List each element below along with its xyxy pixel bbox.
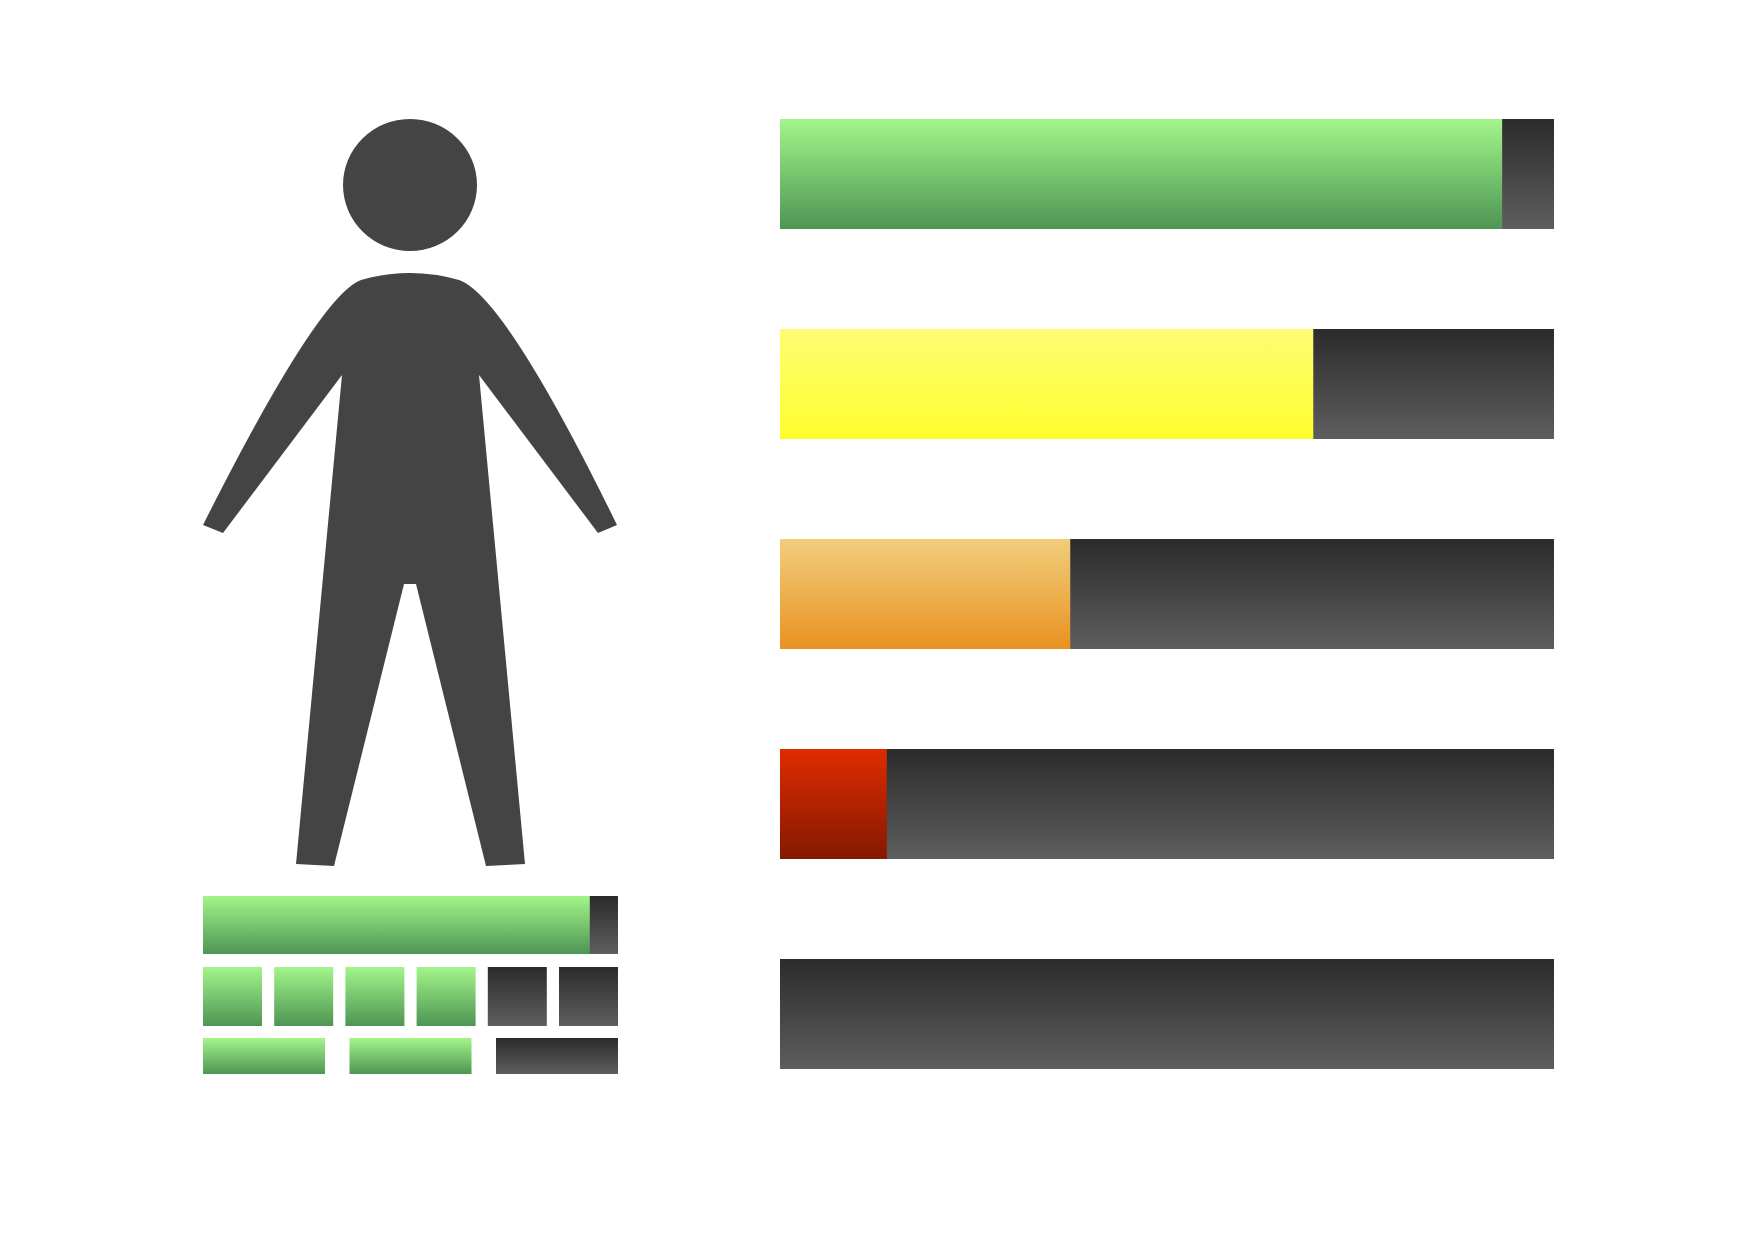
segment-filled xyxy=(203,967,262,1026)
base-meter-bar-fill xyxy=(203,896,590,954)
level-bar-3 xyxy=(780,539,1554,649)
level-bar-4 xyxy=(780,749,1554,859)
segment-filled xyxy=(349,1038,472,1074)
segment-filled xyxy=(203,1038,325,1074)
level-bars xyxy=(780,119,1554,1069)
level-bar-track xyxy=(780,749,1554,859)
base-meter-segment-row-1 xyxy=(203,967,618,1026)
level-bar-2 xyxy=(780,329,1554,439)
segment-empty xyxy=(487,967,547,1026)
level-bar-fill xyxy=(780,329,1314,439)
segment-filled xyxy=(274,967,334,1026)
level-bar-fill xyxy=(780,539,1071,649)
level-bar-fill xyxy=(780,749,887,859)
level-bar-fill xyxy=(780,119,1503,229)
level-bar-1 xyxy=(780,119,1554,229)
person-head xyxy=(343,119,477,251)
level-bar-5 xyxy=(780,959,1554,1069)
base-meter-segment-row-2 xyxy=(203,1038,618,1074)
segment-filled xyxy=(345,967,405,1026)
segment-filled xyxy=(416,967,476,1026)
base-meter-bar xyxy=(203,896,618,954)
segment-empty xyxy=(496,1038,618,1074)
level-bar-track xyxy=(780,959,1554,1069)
segment-empty xyxy=(559,967,618,1026)
person-body xyxy=(203,273,617,866)
person-silhouette-icon xyxy=(203,119,617,866)
base-meter xyxy=(203,896,618,1074)
